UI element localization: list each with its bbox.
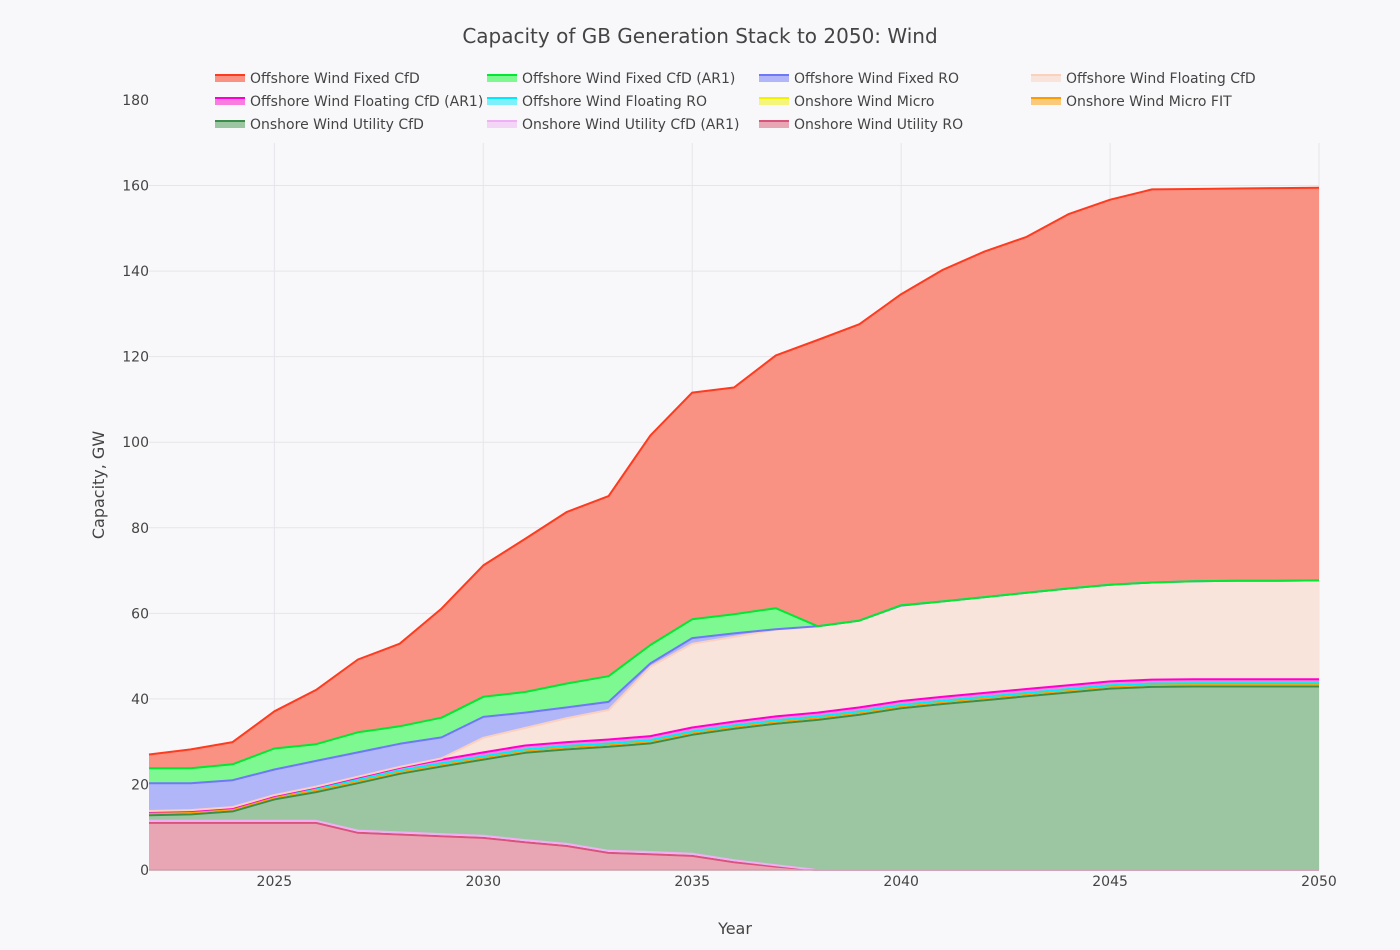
legend-item[interactable]: Offshore Wind Floating CfD (AR1) (215, 94, 483, 110)
legend[interactable]: Offshore Wind Fixed CfD Offshore Wind Fix… (215, 71, 1256, 133)
y-axis-label: Capacity, GW (89, 431, 108, 539)
y-tick-label: 100 (122, 435, 149, 451)
x-tick-label: 2050 (1301, 874, 1337, 890)
x-axis-label: Year (717, 919, 752, 938)
y-tick-label: 20 (131, 777, 149, 793)
legend-swatch (487, 97, 517, 105)
x-tick-label: 2040 (883, 874, 919, 890)
line-offshore-wind-fixed-cfd-ar1 (149, 579, 1320, 770)
x-tick-label: 2035 (674, 874, 710, 890)
area-onshore-wind-utility-cfd (149, 686, 1319, 870)
legend-swatch (215, 97, 245, 105)
legend-item[interactable]: Offshore Wind Floating RO (487, 94, 707, 110)
legend-swatch (215, 74, 245, 82)
y-tick-label: 120 (122, 350, 149, 366)
legend-item[interactable]: Onshore Wind Micro FIT (1031, 94, 1232, 110)
legend-label: Offshore Wind Floating CfD (1066, 71, 1256, 87)
y-tick-label: 60 (131, 606, 149, 622)
legend-label: Onshore Wind Utility CfD (AR1) (522, 117, 739, 133)
legend-item[interactable]: Onshore Wind Micro (759, 94, 934, 110)
x-tick-label: 2025 (257, 874, 293, 890)
area-offshore-wind-fixed-cfd-ar1 (149, 580, 1319, 784)
x-tick-label: 2030 (465, 874, 501, 890)
chart-title: Capacity of GB Generation Stack to 2050:… (462, 24, 937, 48)
legend-swatch (487, 120, 517, 128)
legend-item[interactable]: Onshore Wind Utility CfD (215, 117, 424, 133)
y-tick-label: 0 (140, 863, 149, 879)
legend-background (205, 64, 1285, 138)
legend-swatch (759, 120, 789, 128)
area-offshore-wind-fixed-ro (149, 580, 1319, 811)
legend-swatch (759, 74, 789, 82)
legend-label: Onshore Wind Micro FIT (1066, 94, 1232, 110)
legend-item[interactable]: Offshore Wind Fixed CfD (AR1) (487, 71, 735, 87)
y-axis-ticks: 0 20 40 60 80 100 120 140 160 (122, 179, 149, 879)
legend-item[interactable]: Offshore Wind Fixed CfD (215, 71, 420, 87)
legend-label: Offshore Wind Floating RO (522, 94, 707, 110)
legend-swatch (215, 120, 245, 128)
legend-item[interactable]: Offshore Wind Floating CfD (1031, 71, 1256, 87)
area-series (149, 187, 1319, 870)
area-onshore-wind-utility-ro (149, 822, 1319, 870)
legend-label: Offshore Wind Fixed RO (794, 71, 959, 87)
y-tick-label: 140 (122, 264, 149, 280)
legend-item[interactable]: Offshore Wind Fixed RO (759, 71, 959, 87)
y-tick-label: 180 (122, 93, 149, 109)
legend-label: Offshore Wind Fixed CfD (250, 71, 420, 87)
legend-item[interactable]: Onshore Wind Utility CfD (AR1) (487, 117, 739, 133)
area-offshore-wind-floating-cfd (149, 580, 1319, 812)
legend-label: Onshore Wind Utility CfD (250, 117, 424, 133)
x-tick-label: 2045 (1092, 874, 1128, 890)
legend-swatch (1031, 97, 1061, 105)
series-lines (148, 186, 1320, 871)
legend-label: Offshore Wind Floating CfD (AR1) (250, 94, 483, 110)
legend-label: Offshore Wind Fixed CfD (AR1) (522, 71, 735, 87)
legend-label: Onshore Wind Utility RO (794, 117, 963, 133)
line-offshore-wind-floating-ro (148, 682, 1319, 813)
legend-item[interactable]: Onshore Wind Utility RO (759, 117, 963, 133)
legend-swatch (1031, 74, 1061, 82)
line-onshore-wind-micro-fit (148, 683, 1319, 815)
line-offshore-wind-fixed-cfd (148, 186, 1320, 756)
x-axis-ticks: 2025 2030 2035 2040 2045 2050 (257, 874, 1337, 890)
legend-label: Onshore Wind Micro (794, 94, 934, 110)
line-onshore-wind-utility-cfd (148, 685, 1319, 817)
y-tick-label: 80 (131, 521, 149, 537)
legend-swatch (487, 74, 517, 82)
legend-swatch (759, 97, 789, 105)
area-offshore-wind-fixed-cfd (149, 187, 1319, 769)
y-tick-label: 160 (122, 179, 149, 195)
y-axis-ticks-top: 180 (122, 93, 149, 109)
y-tick-label: 40 (131, 692, 149, 708)
